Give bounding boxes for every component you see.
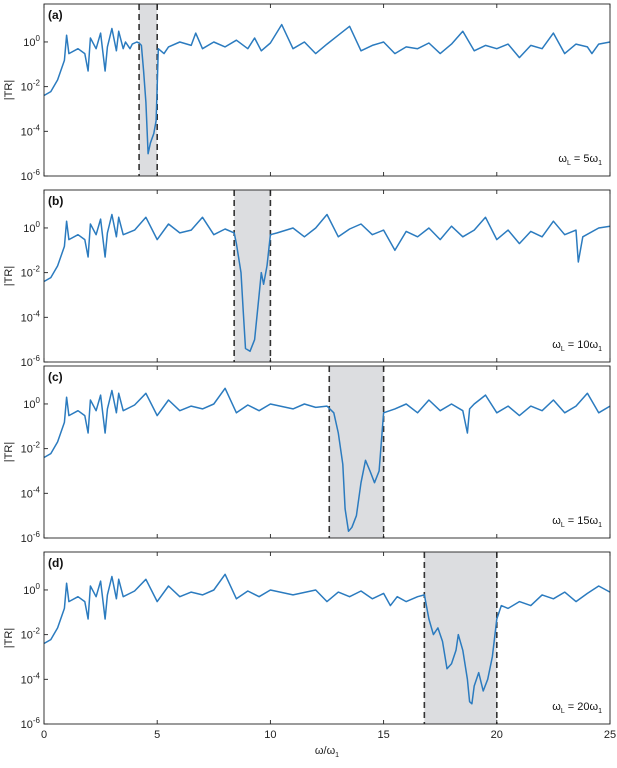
series-line [43,23,611,155]
y-tick-label: 100 [23,220,40,235]
x-tick-label: 25 [604,729,616,741]
x-tick-label: 10 [264,729,276,741]
y-tick-label: 10-4 [21,671,41,686]
y-tick-label: 100 [23,396,40,411]
y-tick-label: 10-2 [21,441,41,456]
y-axis-label: |TR| [3,80,15,100]
x-tick-label: 0 [41,729,47,741]
y-axis-label: |TR| [3,628,15,648]
x-axis-label: ω/ω1 [315,745,339,759]
y-tick-label: 100 [23,34,40,49]
x-tick-label: 15 [377,729,389,741]
annotation: ωL = 15ω1 [552,515,602,529]
axes-frame [43,551,611,725]
axes-frame [43,3,611,177]
annotation: ωL = 5ω1 [558,153,602,167]
panel-label: (a) [48,8,63,22]
y-tick-label: 100 [23,582,40,597]
panel-0: 10-6 10-4 10-2 100 |TR| (a) ωL = 5ω1 [3,3,611,183]
y-axis-label: |TR| [3,442,15,462]
y-axis-label: |TR| [3,266,15,286]
axes-frame [43,365,611,539]
y-tick-label: 10-2 [21,627,41,642]
x-tick-label: 5 [154,729,160,741]
y-tick-label: 10-6 [21,168,41,183]
panel-3: 10-6 10-4 10-2 100 |TR| (d) ωL = 20ω1 0 5 10 15 20 2… [3,551,616,759]
shaded-band [329,366,384,538]
shaded-band [424,552,497,724]
series-line [43,387,611,533]
panel-label: (c) [48,370,63,384]
y-tick-label: 10-2 [21,265,41,280]
y-tick-label: 10-4 [21,485,41,500]
y-tick-label: 10-6 [21,716,41,731]
y-tick-label: 10-4 [21,123,41,138]
annotation: ωL = 10ω1 [552,339,602,353]
panel-1: 10-6 10-4 10-2 100 |TR| (b) ωL = 10ω1 [3,189,611,369]
series-line [43,573,611,705]
y-tick-label: 10-6 [21,354,41,369]
shaded-band [234,190,271,362]
y-tick-label: 10-4 [21,309,41,324]
panel-label: (d) [48,556,63,570]
panel-2: 10-6 10-4 10-2 100 |TR| (c) ωL = 15ω1 [3,365,611,545]
x-tick-label: 20 [491,729,503,741]
panel-label: (b) [48,194,63,208]
series-line [43,213,611,353]
annotation: ωL = 20ω1 [552,701,602,715]
shaded-band [139,4,158,176]
axes-frame [43,189,611,363]
y-tick-label: 10-6 [21,530,41,545]
y-tick-label: 10-2 [21,79,41,94]
